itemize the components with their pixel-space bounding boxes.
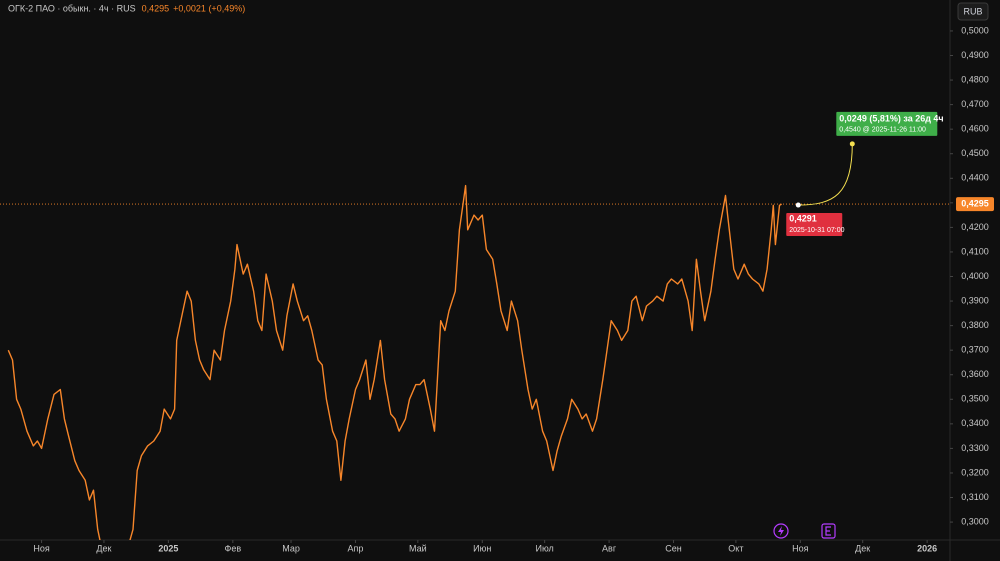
currency-button[interactable] — [957, 2, 989, 21]
y-tick-label: 0,3200 — [961, 467, 989, 477]
y-tick-label: 0,4400 — [961, 173, 989, 183]
y-tick-label: 0,4700 — [961, 99, 989, 109]
y-tick-label: 0,3900 — [961, 295, 989, 305]
y-tick-label: 0,3000 — [961, 516, 989, 526]
x-tick-label: Ноя — [33, 543, 50, 553]
y-tick-label: 0,3700 — [961, 345, 989, 355]
x-tick-label: Апр — [348, 543, 364, 553]
y-tick-label: 0,5000 — [961, 25, 989, 35]
forecast-target: 0,4540 @ 2025-11-26 11:00 — [839, 127, 926, 134]
x-tick-label: Июл — [535, 543, 553, 553]
y-tick-label: 0,3500 — [961, 394, 989, 404]
dividend-glyph — [778, 526, 784, 536]
y-tick-label: 0,4200 — [961, 222, 989, 232]
x-tick-label: 2025 — [158, 543, 178, 553]
start-box — [786, 213, 843, 237]
chart-title: ОГК-2 ПАО · обыкн. · 4ч · RUS — [8, 3, 136, 13]
x-tick-label: Ноя — [792, 543, 809, 553]
x-tick-label: Дек — [855, 543, 870, 553]
y-tick-label: 0,3300 — [961, 443, 989, 453]
forecast-curve — [798, 143, 853, 206]
dividend-icon[interactable] — [773, 523, 789, 539]
price-line — [7, 184, 782, 540]
last-price-tag — [956, 197, 994, 212]
x-tick-label: Окт — [728, 543, 743, 553]
y-tick-label: 0,4100 — [961, 246, 989, 256]
forecast-start — [795, 202, 801, 208]
start-value: 0,4291 — [789, 213, 817, 223]
y-tick-label: 0,4600 — [961, 124, 989, 134]
forecast-change: 0,0249 (5,81%) за 26д 4ч — [839, 113, 943, 123]
header-price: 0,4295 — [142, 3, 170, 13]
start-date: 2025-10-31 07:00 — [789, 227, 844, 234]
forecast-end — [849, 141, 855, 147]
y-tick-label: 0,4000 — [961, 271, 989, 281]
last-price-label: 0,4295 — [961, 198, 989, 208]
y-tick-label: 0,4800 — [961, 74, 989, 84]
earnings-icon[interactable] — [821, 523, 836, 539]
y-tick-label: 0,4900 — [961, 50, 989, 60]
y-tick-label: 0,3800 — [961, 320, 989, 330]
currency-label[interactable]: RUB — [963, 6, 982, 16]
event-icons — [773, 523, 836, 539]
y-tick-label: 0,3600 — [961, 369, 989, 379]
x-tick-label: Фев — [225, 543, 242, 553]
forecast-box — [836, 111, 938, 136]
x-tick-label: Июн — [473, 543, 491, 553]
y-tick-label: 0,4500 — [961, 148, 989, 158]
header-change: +0,0021 (+0,49%) — [173, 3, 245, 13]
x-tick-label: Мар — [282, 543, 300, 553]
y-tick-label: 0,3400 — [961, 418, 989, 428]
x-tick-label: Дек — [96, 543, 111, 553]
plot-area — [7, 184, 782, 540]
y-tick-label: 0,3100 — [961, 492, 989, 502]
x-tick-label: Сен — [665, 543, 682, 553]
x-tick-label: Авг — [602, 543, 617, 553]
x-tick-label: 2026 — [917, 543, 937, 553]
x-tick-label: Май — [409, 543, 427, 553]
earnings-glyph — [825, 526, 831, 536]
